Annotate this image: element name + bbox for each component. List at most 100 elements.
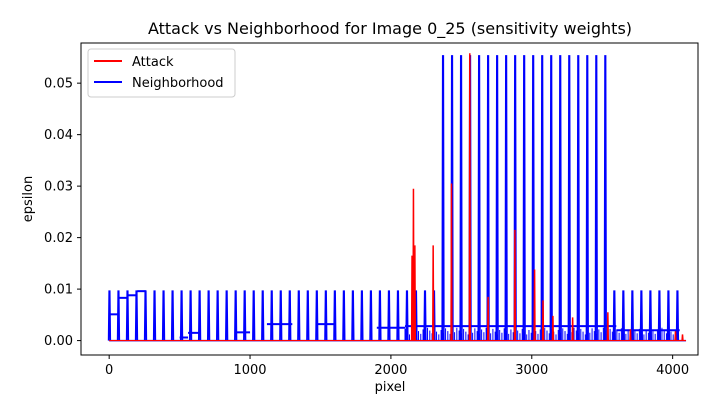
y-tick-label: 0.03 — [44, 180, 73, 195]
neighborhood-spike-59 — [639, 290, 644, 341]
neighborhood-spike-17 — [261, 290, 265, 341]
neighborhood-spike-37 — [441, 55, 445, 341]
attack-spike-5 — [468, 53, 471, 341]
neighborhood-spike-16 — [252, 290, 256, 341]
neighborhood-spike-46 — [522, 55, 526, 341]
neighborhood-spike-22 — [306, 290, 310, 341]
neighborhood-spike-14 — [234, 290, 238, 341]
neighborhood-spike-42 — [486, 55, 490, 341]
x-tick-label: 0 — [105, 363, 113, 378]
axes-frame — [80, 42, 699, 356]
neighborhood-spike-3 — [134, 290, 139, 341]
neighborhood-spike-24 — [324, 290, 328, 341]
plot-area — [107, 53, 687, 342]
neighborhood-spike-11 — [206, 290, 211, 341]
neighborhood-spike-57 — [621, 290, 625, 341]
neighborhood-spike-41 — [477, 55, 481, 341]
y-axis-label: epsilon — [21, 176, 36, 222]
y-tick-label: 0.02 — [44, 231, 73, 246]
neighborhood-spike-32 — [396, 290, 400, 341]
chart-title: Attack vs Neighborhood for Image 0_25 (s… — [148, 19, 632, 39]
neighborhood-spike-15 — [243, 290, 247, 341]
attack-spike-2 — [413, 245, 417, 341]
y-tick-label: 0.05 — [44, 77, 73, 92]
attack-spike-9 — [541, 300, 545, 341]
legend-label-attack: Attack — [132, 55, 174, 70]
neighborhood-spike-43 — [495, 55, 499, 341]
neighborhood-spike-6 — [161, 290, 166, 341]
neighborhood-spike-33 — [405, 290, 409, 341]
neighborhood-spike-20 — [288, 290, 292, 341]
neighborhood-spike-5 — [152, 290, 157, 341]
neighborhood-spike-18 — [270, 290, 274, 341]
x-tick-label: 3000 — [515, 363, 548, 378]
attack-spike-8 — [533, 269, 536, 341]
attack-spike-13 — [629, 329, 632, 341]
attack-spike-4 — [450, 183, 453, 341]
legend-box — [87, 48, 236, 98]
neighborhood-spike-35 — [423, 290, 427, 341]
neighborhood-spike-19 — [279, 290, 283, 341]
neighborhood-spike-50 — [558, 55, 562, 341]
y-axis: 0.00 0.01 0.02 0.03 0.04 0.05 — [44, 77, 81, 349]
neighborhood-spike-62 — [666, 290, 671, 341]
series-attack — [109, 53, 687, 342]
neighborhood-spike-23 — [315, 290, 319, 341]
neighborhood-spike-54 — [594, 55, 598, 341]
x-tick-label: 4000 — [656, 363, 689, 378]
neighborhood-spike-47 — [531, 55, 535, 341]
neighborhood-spike-53 — [585, 55, 589, 341]
neighborhood-spike-61 — [657, 290, 662, 341]
series-neighborhood — [107, 55, 687, 342]
attack-spike-15 — [681, 334, 684, 341]
neighborhood-spike-28 — [360, 290, 364, 341]
attack-spike-3 — [431, 245, 435, 341]
neighborhood-spike-51 — [567, 55, 571, 341]
attack-spike-6 — [486, 296, 490, 341]
neighborhood-spike-13 — [225, 290, 229, 341]
neighborhood-spike-48 — [540, 55, 544, 341]
neighborhood-spike-10 — [197, 290, 202, 341]
legend: Attack Neighborhood — [87, 48, 236, 98]
attack-spike-12 — [606, 312, 610, 341]
attack-spike-11 — [571, 317, 574, 341]
attack-spike-10 — [551, 315, 555, 341]
attack-spike-14 — [674, 331, 677, 341]
neighborhood-spike-26 — [342, 290, 346, 341]
x-axis: 0 1000 2000 3000 4000 — [105, 355, 689, 378]
x-tick-label: 2000 — [374, 363, 407, 378]
neighborhood-spike-21 — [297, 290, 301, 341]
neighborhood-spike-8 — [179, 290, 184, 341]
neighborhood-spike-2 — [125, 290, 130, 341]
neighborhood-spike-1 — [116, 290, 121, 341]
x-tick-label: 1000 — [233, 363, 266, 378]
neighborhood-spike-52 — [576, 55, 580, 341]
y-tick-label: 0.04 — [44, 128, 73, 143]
neighborhood-spike-44 — [504, 55, 508, 341]
neighborhood-spike-39 — [459, 55, 463, 341]
neighborhood-spike-56 — [612, 290, 616, 341]
neighborhood-spike-27 — [351, 290, 355, 341]
neighborhood-spike-30 — [378, 290, 382, 341]
neighborhood-spike-25 — [333, 290, 337, 341]
neighborhood-spike-55 — [603, 55, 607, 341]
neighborhood-spike-9 — [188, 290, 193, 341]
attack-spike-1 — [412, 188, 415, 341]
x-axis-label: pixel — [375, 380, 406, 395]
neighborhood-spike-45 — [513, 55, 517, 341]
neighborhood-spike-12 — [215, 290, 220, 341]
neighborhood-spike-7 — [170, 290, 175, 341]
neighborhood-spike-31 — [387, 290, 391, 341]
neighborhood-spike-63 — [675, 290, 680, 341]
y-tick-label: 0.01 — [44, 283, 73, 298]
neighborhood-spike-60 — [648, 290, 653, 341]
neighborhood-spike-58 — [630, 290, 635, 341]
y-tick-label: 0.00 — [44, 334, 73, 349]
neighborhood-spike-49 — [549, 55, 553, 341]
legend-label-neighborhood: Neighborhood — [132, 76, 224, 91]
neighborhood-spike-0 — [107, 290, 112, 341]
attack-spike-0 — [410, 255, 414, 341]
neighborhood-spike-29 — [369, 290, 373, 341]
attack-spike-7 — [513, 229, 517, 341]
